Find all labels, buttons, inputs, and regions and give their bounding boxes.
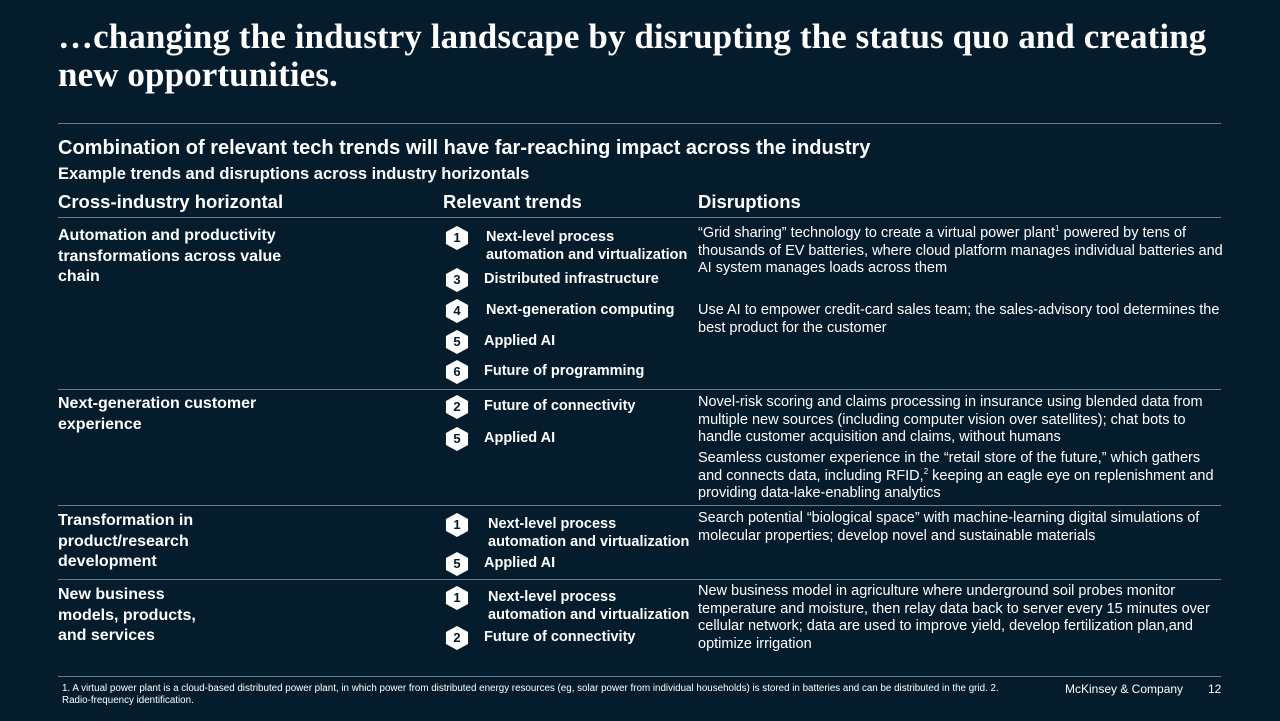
disruption-text: Seamless customer experience in the “ret… xyxy=(698,450,1214,501)
trend-label: Applied AI xyxy=(484,430,556,446)
trend-number-badge: 4 xyxy=(445,299,469,323)
trend-number-badge: 2 xyxy=(445,395,469,419)
trend-number-badge: 6 xyxy=(445,360,469,384)
disruption-text: Use AI to empower credit-card sales team… xyxy=(698,302,1220,336)
trend-number-badge: 1 xyxy=(445,513,469,537)
header-divider xyxy=(58,217,1221,218)
page-number: 12 xyxy=(1208,682,1222,696)
row-horizontal: Transformation in product/research devel… xyxy=(58,512,194,570)
trend-number-badge: 1 xyxy=(445,226,469,250)
trend-label: Next-level process automation and virtua… xyxy=(486,229,688,263)
trend-number-badge: 5 xyxy=(445,427,469,451)
row-divider xyxy=(58,505,1221,506)
trend-label: Next-level process automation and virtua… xyxy=(488,516,690,550)
column-header-horizontal: Cross-industry horizontal xyxy=(58,191,284,212)
column-header-trends: Relevant trends xyxy=(443,191,582,212)
trend-label: Future of connectivity xyxy=(484,629,636,645)
trend-number-badge: 5 xyxy=(445,330,469,354)
trend-label: Distributed infrastructure xyxy=(484,271,659,287)
footer-divider xyxy=(58,676,1221,677)
title-divider xyxy=(58,123,1221,124)
trend-label: Next-generation computing xyxy=(486,302,675,318)
trend-item: 1 Next-level process automation and virt… xyxy=(445,513,695,550)
trend-number-badge: 2 xyxy=(445,626,469,650)
subtitle: Combination of relevant tech trends will… xyxy=(58,137,871,159)
row-divider xyxy=(58,389,1221,390)
trend-number-badge: 5 xyxy=(445,552,469,576)
trend-label: Future of programming xyxy=(484,363,645,379)
disruption-text: New business model in agriculture where … xyxy=(698,583,1210,652)
row-horizontal: New business models, products, and servi… xyxy=(58,586,196,644)
footnote: 1. A virtual power plant is a cloud-base… xyxy=(62,683,999,706)
section-subtitle: Example trends and disruptions across in… xyxy=(58,165,530,183)
row-horizontal: Automation and productivity transformati… xyxy=(58,227,282,285)
disruption-text: “Grid sharing” technology to create a vi… xyxy=(698,224,1223,276)
trend-number-badge: 1 xyxy=(445,586,469,610)
trend-item: 1 Next-level process automation and virt… xyxy=(445,586,695,623)
brand-name: McKinsey & Company xyxy=(1065,682,1184,696)
page-title: …changing the industry landscape by disr… xyxy=(58,17,1207,94)
disruption-text: Search potential “biological space” with… xyxy=(698,510,1200,544)
column-header-disruptions: Disruptions xyxy=(698,191,801,212)
trend-label: Applied AI xyxy=(484,333,556,349)
trend-number-badge: 3 xyxy=(445,268,469,292)
disruption-text: Novel-risk scoring and claims processing… xyxy=(698,394,1203,445)
trend-label: Next-level process automation and virtua… xyxy=(488,589,690,623)
row-horizontal: Next-generation customer experience xyxy=(58,395,257,433)
trend-label: Future of connectivity xyxy=(484,398,636,414)
trend-label: Applied AI xyxy=(484,555,556,571)
trend-item: 1 Next-level process automation and virt… xyxy=(445,226,695,263)
row-divider xyxy=(58,579,1221,580)
